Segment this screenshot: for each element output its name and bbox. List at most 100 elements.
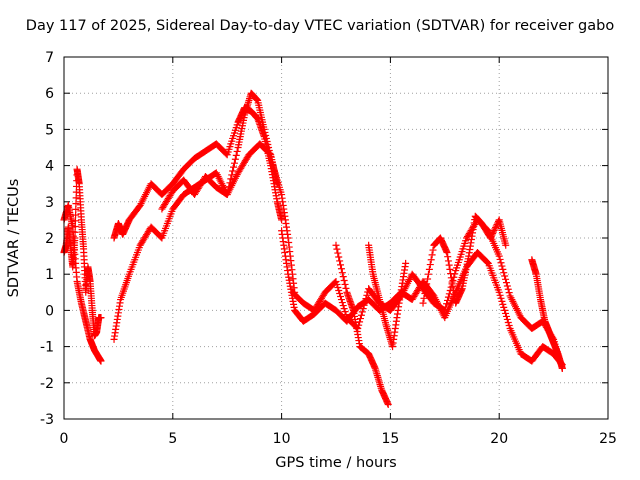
- series-trace-j: [419, 212, 510, 307]
- data-point: [261, 128, 269, 136]
- data-point: [496, 255, 504, 263]
- data-point: [335, 286, 343, 294]
- data-point: [363, 291, 371, 299]
- data-point: [498, 297, 506, 305]
- y-tick-label: 7: [45, 50, 54, 66]
- data-point: [443, 300, 451, 308]
- y-tick-label: -1: [40, 340, 54, 356]
- data-point: [505, 289, 513, 297]
- data-point: [444, 296, 452, 304]
- data-point: [336, 257, 344, 265]
- data-point: [360, 301, 368, 309]
- y-tick-label: 4: [45, 159, 54, 175]
- data-point: [425, 265, 433, 273]
- y-tick-label: 6: [45, 86, 54, 102]
- data-point: [489, 229, 497, 237]
- data-point: [266, 150, 274, 158]
- data-point: [359, 305, 367, 313]
- data-point: [445, 290, 453, 298]
- data-point: [503, 315, 511, 323]
- data-point: [334, 283, 342, 291]
- x-tick-label: 5: [168, 431, 177, 447]
- data-point: [429, 246, 437, 254]
- data-point: [501, 306, 509, 314]
- data-point: [231, 155, 239, 163]
- data-point: [362, 295, 370, 303]
- x-tick-label: 20: [490, 431, 508, 447]
- data-point: [338, 299, 346, 307]
- data-point: [446, 265, 454, 273]
- data-point: [263, 137, 271, 145]
- data-point: [495, 252, 503, 260]
- data-point: [491, 225, 499, 233]
- data-point: [505, 321, 513, 329]
- data-point: [427, 256, 435, 264]
- data-point: [504, 318, 512, 326]
- data-point: [260, 125, 268, 133]
- series-trace-c: [110, 104, 286, 242]
- data-point: [490, 226, 498, 234]
- data-point: [504, 285, 512, 293]
- data-point: [428, 251, 436, 259]
- series-trace-d: [110, 89, 299, 343]
- data-point: [498, 262, 506, 270]
- data-point: [424, 275, 432, 283]
- data-point: [500, 269, 508, 277]
- x-axis-label: GPS time / hours: [275, 455, 397, 471]
- plot-frame: [63, 56, 609, 420]
- data-point: [233, 147, 241, 155]
- y-tick-label: 3: [45, 195, 54, 211]
- data-point: [503, 282, 511, 290]
- x-tick-label: 0: [60, 431, 69, 447]
- data-point: [273, 180, 281, 188]
- data-point: [502, 309, 510, 317]
- data-point: [497, 259, 505, 267]
- data-point: [422, 285, 430, 293]
- data-point: [333, 245, 341, 253]
- data-point: [499, 300, 507, 308]
- data-point: [441, 306, 449, 314]
- data-point: [339, 273, 347, 281]
- data-point: [449, 282, 457, 290]
- y-tick-label: 2: [45, 231, 54, 247]
- data-point: [442, 303, 450, 311]
- data-point: [332, 241, 340, 249]
- data-point: [334, 249, 342, 257]
- data-point: [340, 305, 348, 313]
- y-tick-label: 1: [45, 267, 54, 283]
- data-point: [502, 241, 510, 249]
- series-trace-k: [528, 256, 566, 372]
- data-point: [262, 134, 270, 142]
- data-point: [447, 274, 455, 282]
- data-point: [361, 298, 369, 306]
- data-point: [558, 364, 566, 372]
- data-point: [230, 163, 238, 171]
- axis-ticks: -3 -2 -1 0 1 2 3 4 5 6 7 0 5 10 15 20 25: [40, 50, 617, 447]
- data-point: [450, 286, 458, 294]
- data-point: [423, 280, 431, 288]
- data-point: [424, 270, 432, 278]
- data-point: [495, 288, 503, 296]
- data-point: [444, 293, 452, 301]
- data-point: [97, 314, 105, 322]
- data-point: [487, 232, 495, 240]
- data-point: [426, 261, 434, 269]
- data-point: [502, 275, 510, 283]
- x-tick-label: 10: [273, 431, 291, 447]
- data-point: [447, 270, 455, 278]
- data-point: [496, 291, 504, 299]
- data-marks: [60, 89, 566, 409]
- data-point: [341, 308, 349, 316]
- series-trace-e: [158, 140, 281, 213]
- series-trace-i: [365, 241, 410, 351]
- data-point: [356, 318, 364, 326]
- data-point: [229, 167, 237, 175]
- data-point: [488, 231, 496, 239]
- data-point: [340, 277, 348, 285]
- data-point: [262, 131, 270, 139]
- data-point: [501, 272, 509, 280]
- data-point: [486, 234, 494, 242]
- data-point: [492, 223, 500, 231]
- data-point: [230, 159, 238, 167]
